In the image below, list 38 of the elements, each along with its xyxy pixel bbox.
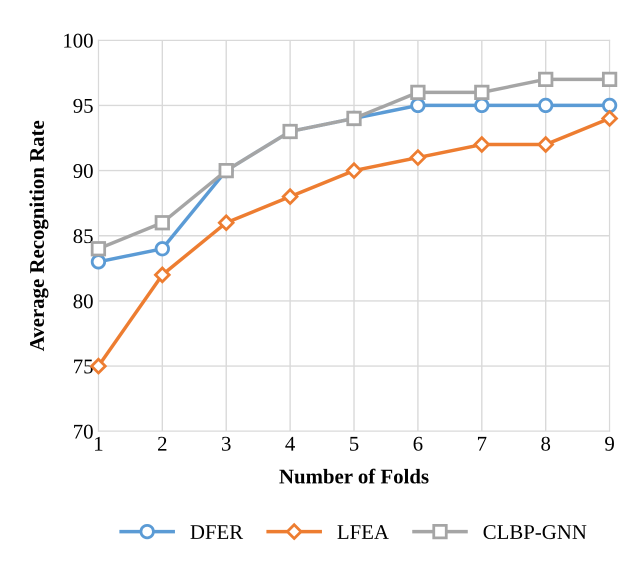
y-tick-label: 75 bbox=[74, 360, 93, 374]
x-tick-label: 5 bbox=[350, 436, 358, 451]
y-tick-label: 85 bbox=[74, 229, 93, 244]
x-axis-title: Number of Folds bbox=[279, 468, 429, 484]
x-tick-label: 1 bbox=[95, 436, 102, 451]
y-tick-label: 70 bbox=[74, 424, 93, 439]
legend-label: DFER bbox=[190, 525, 244, 539]
x-tick-label: 7 bbox=[478, 436, 486, 451]
point bbox=[538, 98, 554, 114]
legend-label: CLBP-GNN bbox=[484, 525, 586, 540]
x-tick-label: 9 bbox=[605, 436, 614, 451]
point bbox=[538, 72, 554, 87]
y-tick-label: 80 bbox=[74, 294, 93, 308]
point bbox=[154, 215, 170, 230]
point bbox=[601, 110, 618, 127]
y-tick-label: 90 bbox=[73, 164, 93, 178]
point bbox=[474, 136, 490, 153]
point bbox=[474, 84, 490, 100]
point bbox=[346, 162, 362, 179]
point bbox=[537, 136, 554, 153]
point bbox=[602, 98, 618, 114]
x-tick-label: 2 bbox=[158, 436, 166, 451]
y-axis-title: Average Recognition Rate bbox=[29, 120, 48, 352]
x-tick-label: 3 bbox=[222, 436, 231, 451]
point bbox=[410, 84, 426, 100]
x-tick-label: 6 bbox=[414, 436, 422, 451]
x-tick-label: 8 bbox=[541, 436, 550, 451]
y-tick-label: 100 bbox=[64, 34, 93, 48]
point bbox=[282, 188, 298, 205]
y-tick-label: 95 bbox=[73, 98, 93, 113]
point bbox=[154, 266, 171, 284]
point bbox=[154, 241, 170, 256]
point bbox=[602, 72, 618, 87]
legend-label: LFEA bbox=[337, 525, 389, 539]
point bbox=[410, 149, 426, 166]
x-tick-label: 4 bbox=[285, 436, 295, 451]
point bbox=[218, 214, 234, 231]
point bbox=[90, 254, 106, 270]
